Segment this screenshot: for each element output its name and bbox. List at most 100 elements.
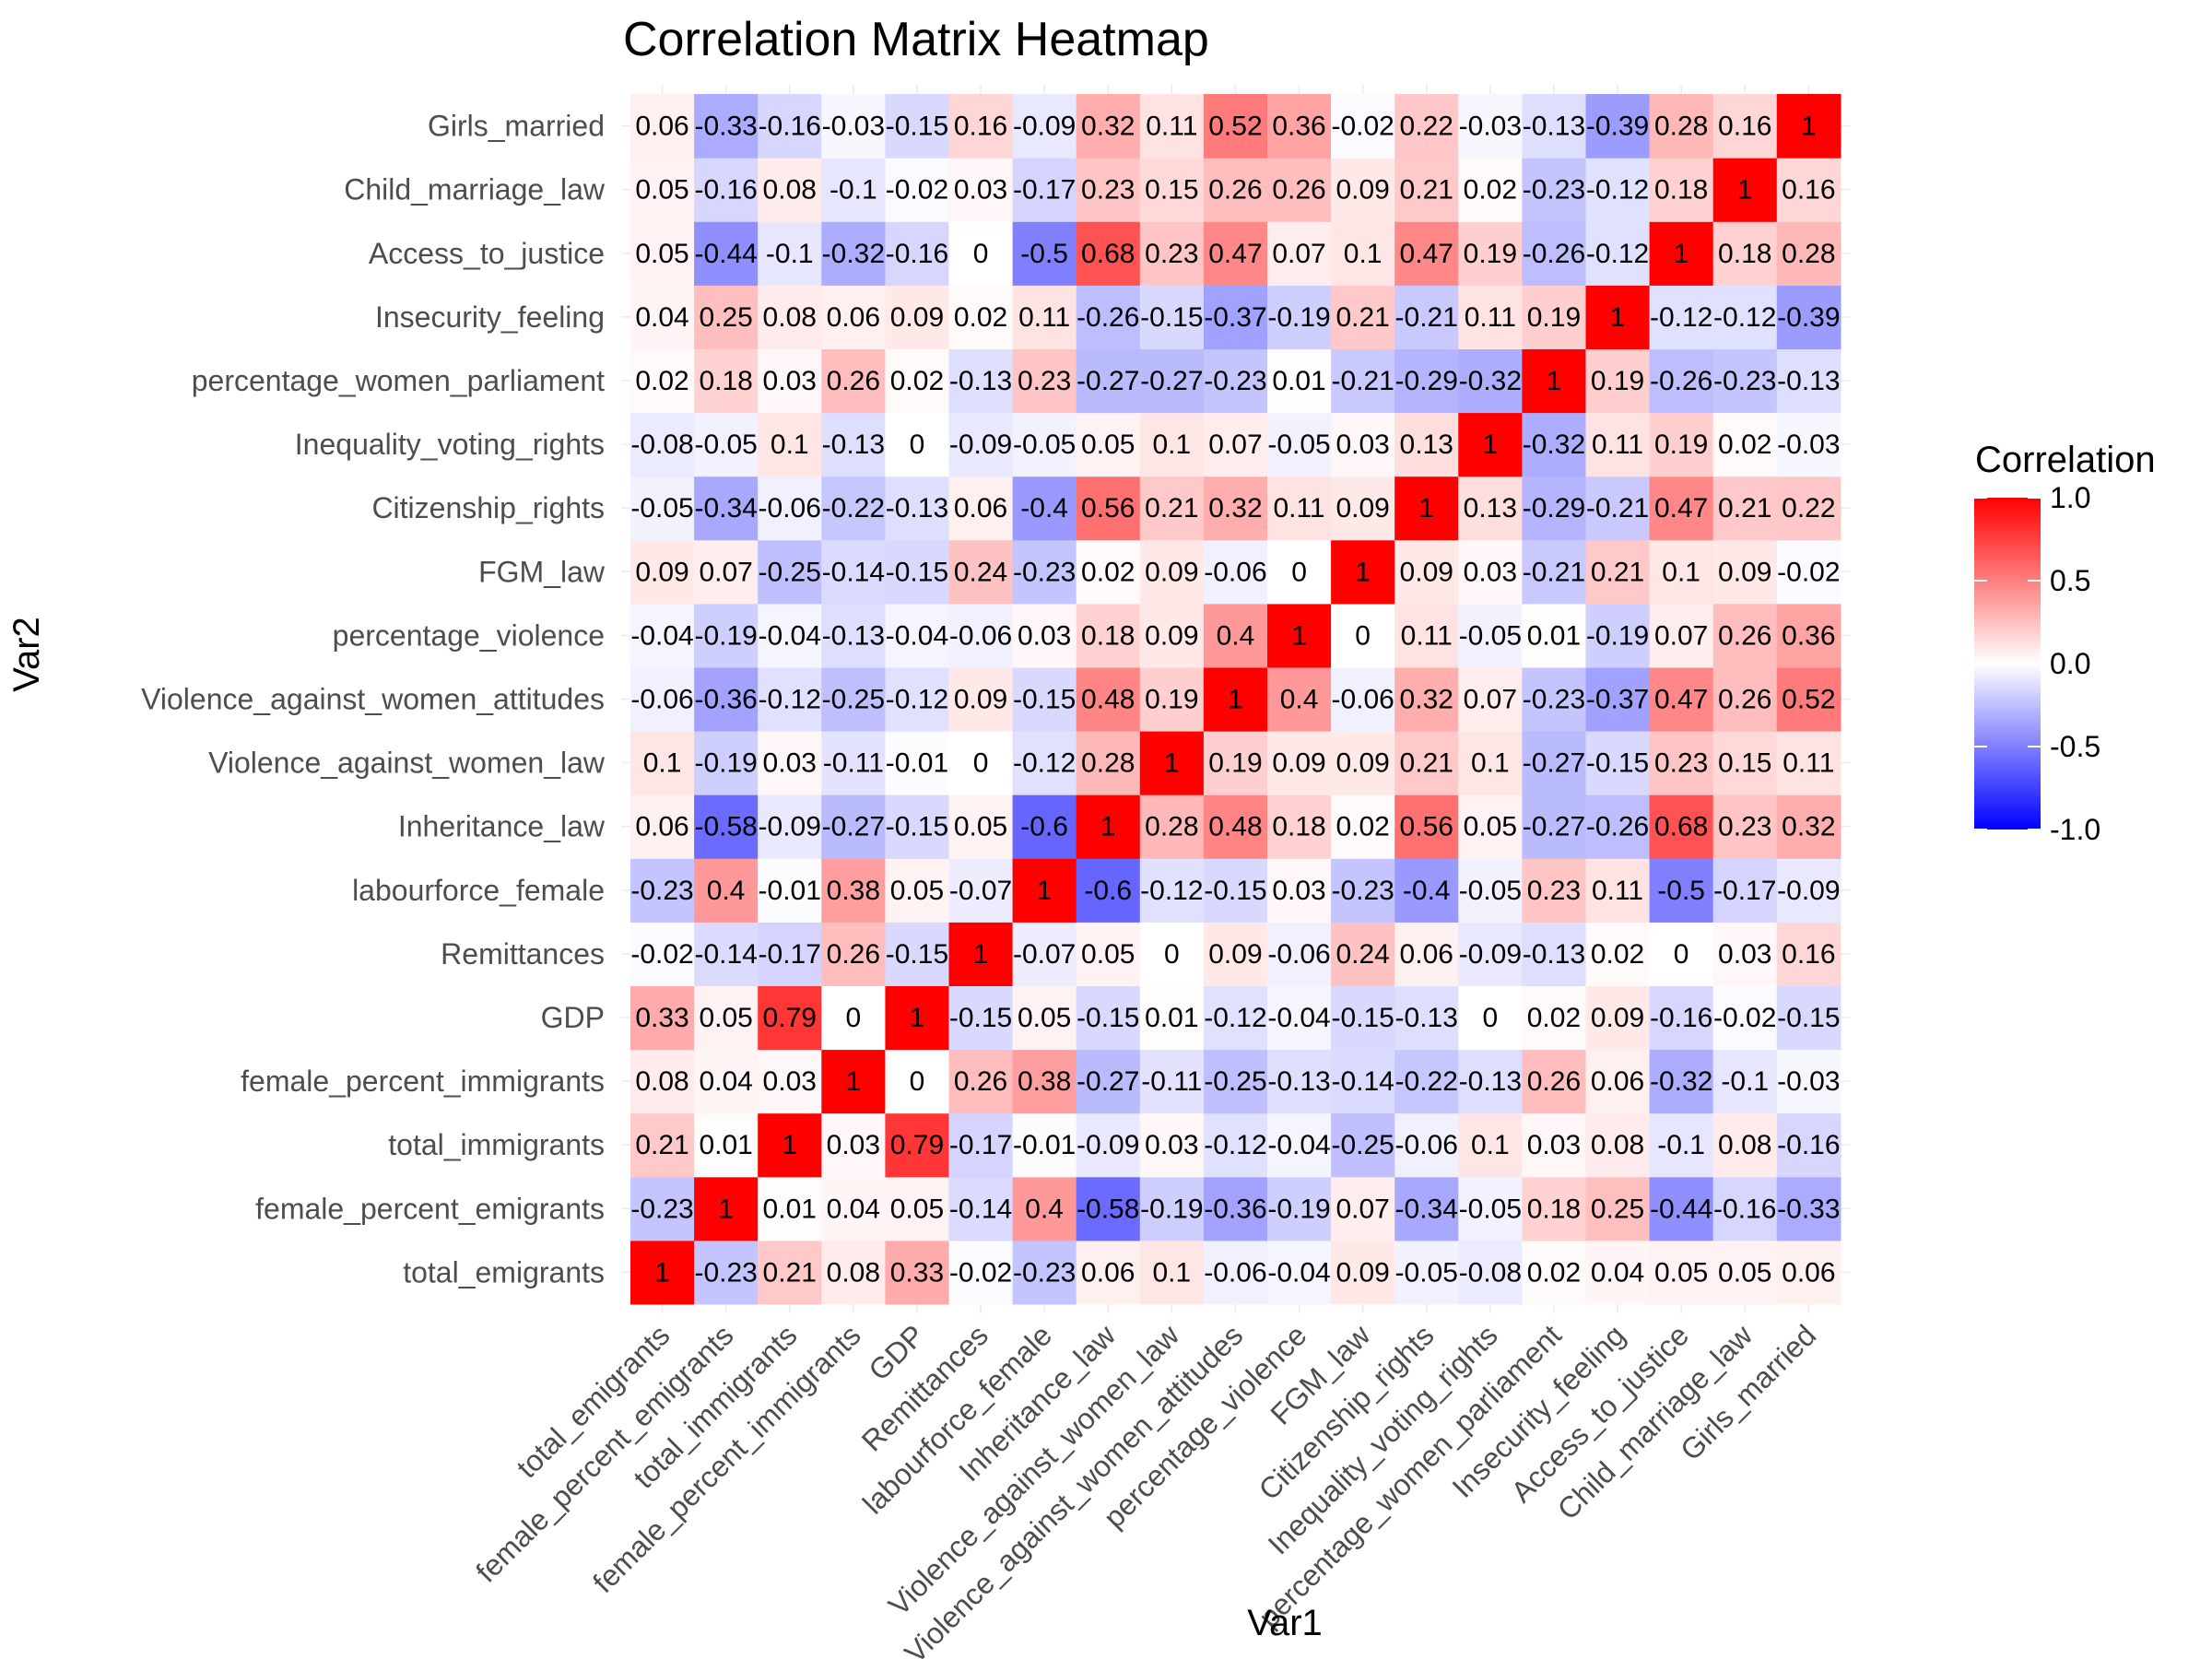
heatmap-cell bbox=[694, 1176, 759, 1241]
heatmap-cell bbox=[1203, 476, 1268, 541]
cell-value-label: -0.13 bbox=[1777, 366, 1840, 396]
cell-value-label: 0 bbox=[1674, 939, 1689, 970]
y-tick-label: percentage_violence bbox=[333, 618, 605, 652]
heatmap-cell bbox=[1076, 94, 1141, 159]
heatmap-cell bbox=[630, 985, 695, 1051]
heatmap-cell bbox=[1585, 1112, 1651, 1178]
cell-value-label: -0.27 bbox=[1077, 366, 1139, 396]
cell-value-label: -0.44 bbox=[1650, 1194, 1712, 1224]
heatmap-cell bbox=[1649, 794, 1714, 859]
cell-value-label: 1 bbox=[1610, 302, 1626, 333]
heatmap-cell bbox=[1458, 858, 1523, 923]
heatmap-cell bbox=[1776, 476, 1841, 541]
heatmap-cell bbox=[1076, 476, 1141, 541]
heatmap-cell bbox=[1394, 158, 1459, 222]
heatmap-cell bbox=[1649, 858, 1714, 923]
heatmap-cell bbox=[1776, 285, 1841, 349]
cell-value-label: 0.23 bbox=[1018, 366, 1071, 396]
cell-value-label: 0.28 bbox=[1081, 748, 1135, 779]
cell-value-label: -0.1 bbox=[766, 239, 814, 269]
heatmap-cell bbox=[1203, 858, 1268, 923]
cell-value-label: -0.27 bbox=[1523, 748, 1585, 779]
y-tick-label: female_percent_immigrants bbox=[241, 1065, 605, 1098]
cell-value-label: 1 bbox=[1355, 557, 1371, 587]
cell-value-label: -0.02 bbox=[1713, 1003, 1776, 1033]
cell-value-label: -0.15 bbox=[886, 557, 948, 587]
heatmap-cell bbox=[1776, 985, 1841, 1051]
heatmap-cell bbox=[1267, 922, 1332, 986]
heatmap-cell bbox=[885, 158, 950, 222]
heatmap-cell bbox=[821, 285, 886, 349]
cell-value-label: 0.02 bbox=[890, 366, 944, 396]
y-tick-label: GDP bbox=[541, 1001, 605, 1034]
heatmap-cell bbox=[821, 1112, 886, 1178]
heatmap-cell bbox=[1203, 285, 1268, 349]
heatmap-cell bbox=[1076, 285, 1141, 349]
cell-value-label: 0.47 bbox=[1208, 239, 1262, 269]
cell-value-label: 0.38 bbox=[1018, 1066, 1071, 1097]
heatmap-cell bbox=[821, 666, 886, 732]
cell-value-label: 0.05 bbox=[1081, 429, 1135, 460]
cell-value-label: 0.09 bbox=[1335, 1257, 1389, 1288]
cell-value-label: 0.19 bbox=[1208, 748, 1262, 779]
cell-value-label: -0.13 bbox=[1395, 1003, 1458, 1033]
heatmap-cell bbox=[1267, 94, 1332, 159]
cell-value-label: -0.19 bbox=[1267, 1194, 1330, 1224]
heatmap-cell bbox=[630, 1112, 695, 1178]
cell-value-label: 0.26 bbox=[1208, 175, 1262, 206]
cell-value-label: -0.1 bbox=[830, 175, 877, 206]
heatmap-cell bbox=[694, 539, 759, 605]
heatmap-cell bbox=[1331, 1112, 1395, 1178]
cell-value-label: 0.19 bbox=[1464, 239, 1517, 269]
cell-value-label: -0.23 bbox=[1013, 557, 1076, 587]
cell-value-label: -0.08 bbox=[630, 429, 693, 460]
heatmap-cell bbox=[1076, 985, 1141, 1051]
cell-value-label: -0.12 bbox=[886, 684, 948, 714]
heatmap-cell bbox=[630, 666, 695, 732]
heatmap-cell bbox=[1776, 94, 1841, 159]
heatmap-cell bbox=[694, 603, 759, 668]
heatmap-cell bbox=[1585, 285, 1651, 349]
cell-value-label: -0.4 bbox=[1020, 493, 1068, 524]
cell-value-label: 1 bbox=[1483, 429, 1499, 460]
heatmap-cell bbox=[821, 221, 886, 286]
heatmap-cell bbox=[1076, 158, 1141, 222]
cell-value-label: 0.02 bbox=[1591, 939, 1644, 970]
heatmap-cell bbox=[1331, 1240, 1395, 1305]
heatmap-cell bbox=[1394, 412, 1459, 477]
heatmap-cell bbox=[1012, 348, 1077, 414]
heatmap-cell bbox=[1267, 158, 1332, 222]
heatmap-cell bbox=[821, 794, 886, 859]
cell-value-label: 0.07 bbox=[1272, 239, 1325, 269]
cell-value-label: 0.06 bbox=[1400, 939, 1453, 970]
heatmap-cell bbox=[1076, 412, 1141, 477]
cell-value-label: 0.06 bbox=[954, 493, 1007, 524]
heatmap-cell bbox=[630, 794, 695, 859]
heatmap-cell bbox=[694, 348, 759, 414]
cell-value-label: 0.16 bbox=[1718, 112, 1771, 142]
cell-value-label: -0.09 bbox=[1013, 112, 1076, 142]
cell-value-label: 0.09 bbox=[1591, 1003, 1644, 1033]
cell-value-label: 1 bbox=[1228, 684, 1243, 714]
cell-value-label: 0.05 bbox=[1081, 939, 1135, 970]
cell-value-label: -0.34 bbox=[694, 493, 757, 524]
heatmap-cell bbox=[1458, 94, 1523, 159]
cell-value-label: 0.47 bbox=[1654, 684, 1708, 714]
cell-value-label: -0.06 bbox=[759, 493, 821, 524]
heatmap-cell bbox=[694, 1112, 759, 1178]
cell-value-label: 0.06 bbox=[635, 812, 688, 842]
cell-value-label: 0.05 bbox=[1018, 1003, 1071, 1033]
heatmap-cell bbox=[1712, 1240, 1778, 1305]
heatmap-cell bbox=[758, 666, 822, 732]
heatmap-cell bbox=[1139, 1112, 1205, 1178]
cell-value-label: 0.03 bbox=[827, 1130, 880, 1160]
cell-value-label: 0.21 bbox=[1718, 493, 1771, 524]
cell-value-label: -0.04 bbox=[886, 620, 948, 651]
cell-value-label: 0.07 bbox=[1654, 620, 1708, 651]
heatmap-cell bbox=[694, 94, 759, 159]
heatmap-cell bbox=[1394, 794, 1459, 859]
cell-value-label: -0.04 bbox=[1267, 1003, 1330, 1033]
heatmap-cell bbox=[1203, 94, 1268, 159]
heatmap-cell bbox=[1394, 94, 1459, 159]
legend-tick-label: 0.0 bbox=[2050, 647, 2090, 680]
